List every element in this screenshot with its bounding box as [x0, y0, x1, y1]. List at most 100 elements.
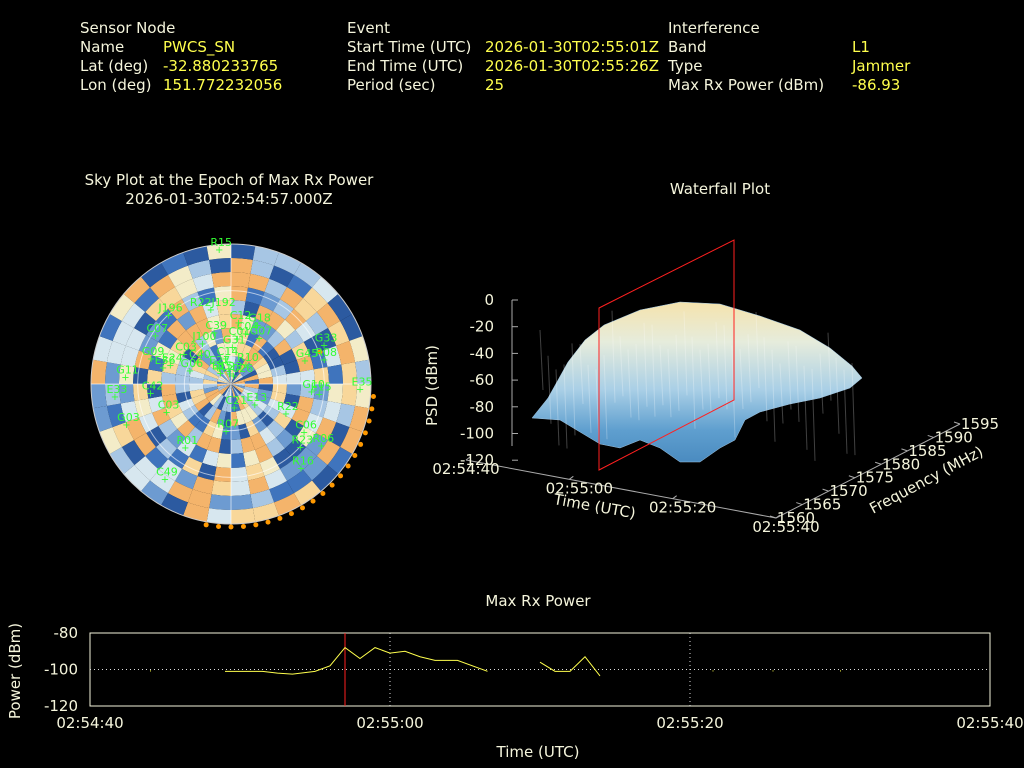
skyplot-cell — [207, 436, 222, 453]
skyplot-cell — [221, 425, 231, 440]
skyplot-cell — [323, 345, 342, 367]
waterfall-freq-tick-label: 1590 — [935, 428, 973, 446]
skyplot-satellite-label: G18 — [248, 311, 271, 324]
skyplot-satellite-marker: + — [159, 363, 167, 374]
waterfall-surface-streak — [851, 363, 856, 456]
skyplot-cell — [106, 340, 126, 365]
skyplot-cell — [187, 259, 212, 279]
event-period-label: Period (sec) — [347, 76, 436, 94]
skyplot-horizon-ring — [90, 243, 372, 525]
skyplot-cell — [327, 321, 350, 346]
sensor-name-label: Name — [80, 38, 125, 56]
skyplot-satellite-marker: + — [198, 339, 206, 350]
skyplot-satellite-label: E27 — [209, 354, 230, 367]
skyplot-satellite-label: R01 — [176, 434, 198, 447]
waterfall-surface-streak — [731, 345, 736, 438]
skyplot-cell — [152, 342, 171, 361]
skyplot-cell — [252, 502, 279, 522]
maxrx-point — [772, 670, 774, 672]
skyplot-cell — [248, 476, 270, 495]
skyplot-cell — [238, 328, 251, 345]
skyplot-cell — [231, 314, 244, 329]
skyplot-satellite-marker: + — [164, 311, 172, 322]
skyplot-cell — [220, 373, 231, 384]
skyplot-cell — [231, 384, 240, 397]
skyplot-satellite-marker: + — [282, 409, 290, 420]
skyplot-cell — [218, 384, 231, 393]
skyplot-cell — [138, 335, 159, 356]
skyplot-cell — [231, 328, 241, 343]
skyplot-cell — [168, 265, 193, 288]
skyplot-mask-point — [345, 463, 351, 469]
skyplot-satellite-marker: + — [296, 442, 304, 453]
skyplot-satellite-label: R1026 — [218, 362, 254, 375]
skyplot-cell — [327, 364, 343, 384]
skyplot-cell — [213, 286, 231, 302]
sensor-lon-label: Lon (deg) — [80, 76, 152, 94]
skyplot-cell — [120, 345, 139, 367]
skyplot-cell — [275, 428, 296, 449]
skyplot-cell — [125, 417, 147, 440]
skyplot-mask-point — [240, 523, 246, 529]
skyplot-cell — [231, 439, 244, 454]
waterfall-surface-streak — [555, 369, 560, 446]
skyplot-cell — [183, 246, 210, 266]
skyplot-mask-point — [228, 524, 234, 530]
skyplot-satellite-label: C04 — [237, 320, 259, 333]
skyplot-cell — [231, 370, 238, 384]
skyplot-satellite-label: G11 — [116, 364, 139, 377]
skyplot-cell — [182, 291, 203, 312]
skyplot-cell — [204, 388, 219, 398]
skyplot-cell — [209, 362, 223, 376]
skyplot-cell — [250, 318, 266, 336]
maxrx-point — [712, 670, 714, 672]
waterfall-freq-tick-label: 1565 — [803, 496, 841, 514]
skyplot-satellite-marker: + — [222, 426, 230, 437]
skyplot-satellite-label: C07 — [146, 322, 168, 335]
waterfall-freq-tick-label: 1585 — [908, 442, 946, 460]
skyplot-satellite-label: J100 — [191, 330, 216, 343]
waterfall-surface-streak — [819, 353, 824, 414]
skyplot-mask-point — [370, 393, 376, 399]
skyplot-cell — [216, 452, 231, 468]
skyplot-cell — [243, 301, 260, 319]
skyplot-cell — [133, 366, 149, 384]
waterfall-surface-streak — [619, 336, 624, 397]
waterfall-freq-tick — [848, 475, 856, 479]
skyplot-cell — [267, 356, 284, 370]
waterfall-surface-streak — [635, 344, 640, 421]
skyplot-cell — [217, 381, 231, 384]
skyplot-cell — [134, 433, 156, 456]
skyplot-cell — [195, 416, 210, 433]
skyplot-satellite-label: R08 — [315, 346, 337, 359]
skyplot-cell — [280, 287, 303, 309]
skyplot-mask-point — [216, 523, 222, 529]
skyplot-cell — [243, 449, 260, 467]
skyplot-cell — [266, 419, 285, 438]
skyplot-cell — [244, 374, 259, 382]
skyplot-cell — [266, 437, 285, 457]
skyplot-cell — [112, 422, 135, 447]
skyplot-cell — [231, 272, 251, 288]
skyplot-cell — [273, 299, 294, 320]
skyplot-cell — [147, 384, 163, 399]
skyplot-cell — [231, 381, 245, 384]
skyplot-satellite-marker: + — [241, 329, 249, 340]
skyplot-cell — [245, 405, 258, 421]
skyplot-cell — [150, 469, 175, 494]
skyplot-cell — [295, 426, 316, 447]
skyplot-cell — [250, 259, 275, 279]
skyplot-cell — [327, 384, 343, 404]
skyplot-elevation-ring — [137, 290, 325, 478]
skyplot-cell — [210, 344, 222, 360]
skyplot-satellite-label: G09 — [142, 345, 165, 358]
skyplot-mask-point — [338, 473, 344, 479]
skyplot-cell — [178, 398, 195, 412]
waterfall-freq-tick — [927, 434, 934, 438]
skyplot-cell — [228, 384, 231, 398]
skyplot-cell — [270, 364, 287, 377]
skyplot-cell — [203, 374, 218, 382]
skyplot-cell — [204, 347, 217, 363]
sensor-lon-value: 151.772232056 — [163, 76, 283, 94]
